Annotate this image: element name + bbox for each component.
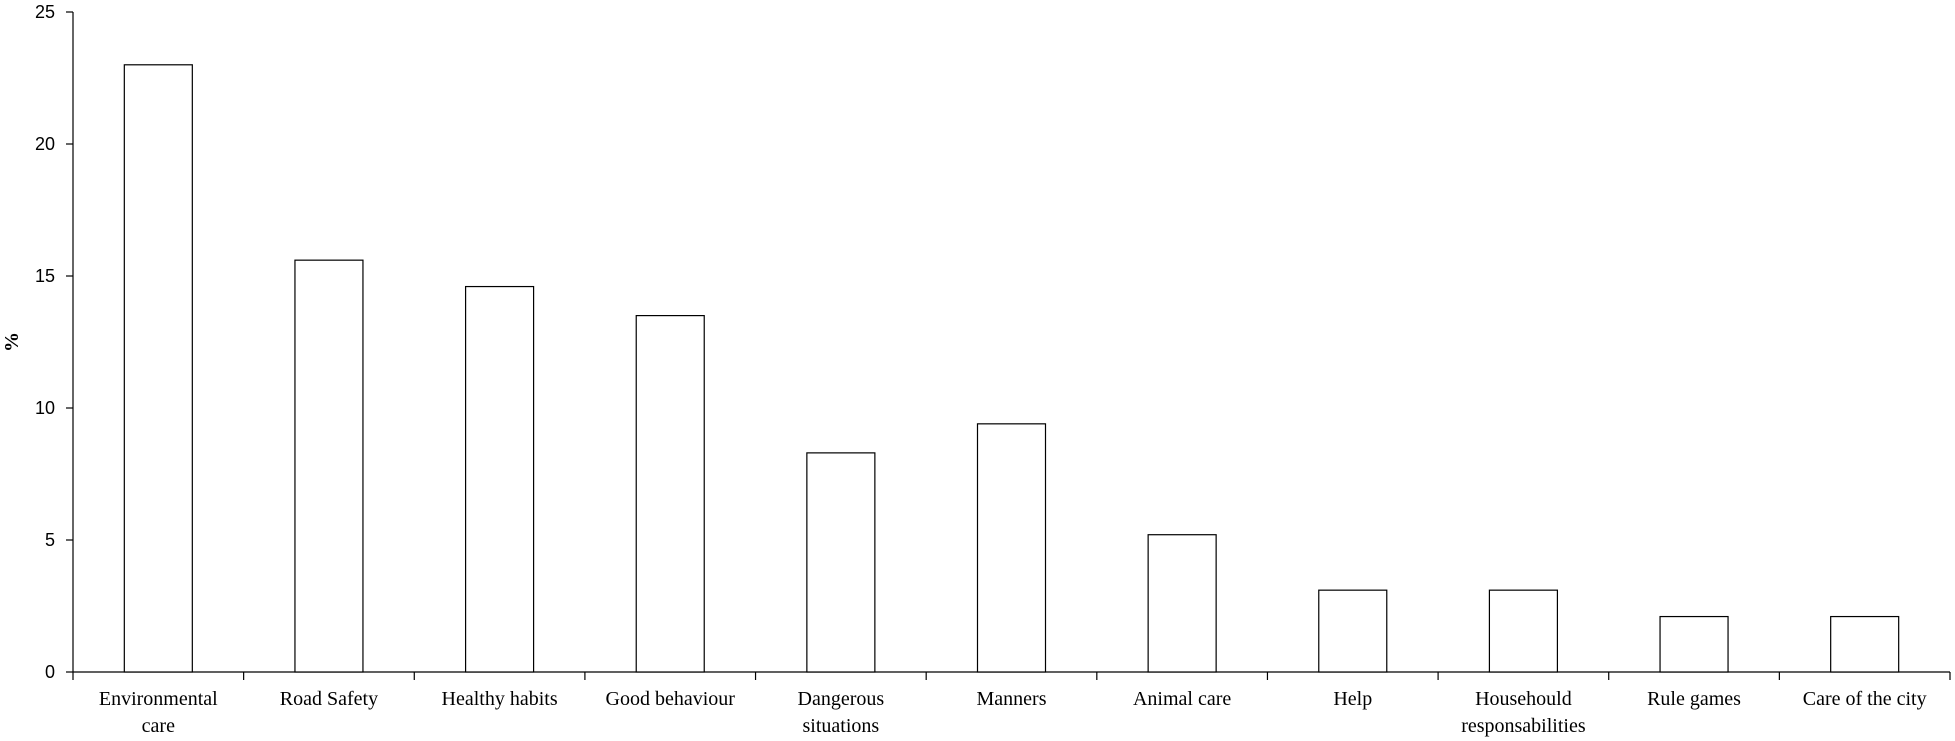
x-tick-label: Animal care [1133,688,1231,710]
y-axis: 0 5 10 15 20 25 [35,2,74,682]
bar [294,259,364,673]
x-tick-label: Care of the city [1803,688,1927,710]
y-tick-label: 5 [45,530,55,550]
x-tick-label: Healthy habits [442,688,558,710]
x-tick-label: Dangerous situations [798,688,885,737]
bar [1659,615,1729,673]
bar [464,285,535,673]
bar [1147,534,1217,673]
x-tick-label: Manners [977,688,1047,710]
bar [123,64,193,673]
bar [635,315,705,673]
y-tick-label: 10 [35,398,55,418]
x-tick-label: Rule games [1647,688,1741,710]
x-tick-label: Road Safety [280,688,378,710]
bar [1830,615,1900,673]
y-tick-label: 25 [35,2,55,22]
x-tick-label: Environmental care [99,688,218,737]
y-tick-label: 15 [35,266,55,286]
y-axis-label: % [1,332,23,352]
y-tick-label: 0 [45,662,55,682]
x-tick-label: Good behaviour [606,688,736,710]
y-tick-label: 20 [35,134,55,154]
bar [1318,589,1388,673]
x-axis [72,671,1951,680]
bar [806,452,876,673]
bar [976,423,1047,673]
bars [123,64,1900,673]
x-tick-label: Househould responsabilities [1461,688,1586,737]
bar [1488,589,1559,673]
x-tick-label: Help [1333,688,1372,710]
category-labels: Environmental care Road Safety Healthy habi… [99,688,1927,737]
